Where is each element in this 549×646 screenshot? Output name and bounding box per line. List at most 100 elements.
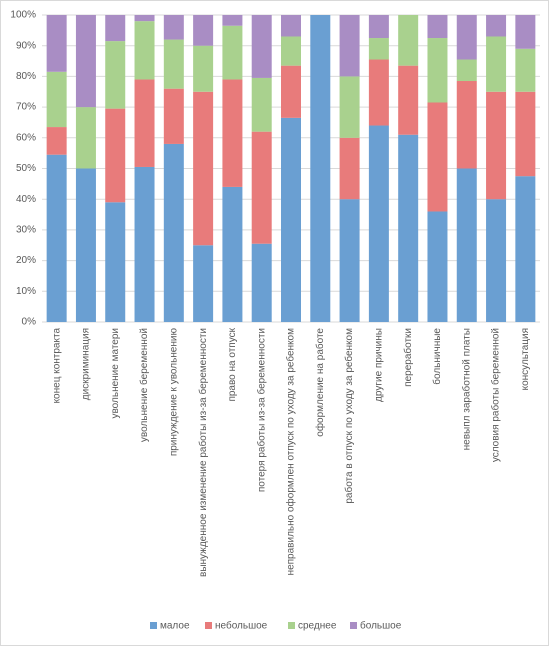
x-tick-label: увольнение матери: [110, 328, 121, 419]
bar-segment: [251, 243, 272, 322]
x-tick-label: вынужденное изменение работы из-за берем…: [197, 328, 209, 577]
bar-segment: [456, 59, 477, 82]
bar-segment: [281, 36, 301, 66]
bar-segment: [427, 38, 448, 103]
legend-swatch: [350, 622, 357, 629]
bar-segment: [339, 137, 360, 200]
y-tick-label: 50%: [16, 163, 36, 174]
y-tick-label: 10%: [16, 286, 36, 297]
bar-segment: [163, 143, 184, 322]
x-tick-label: работа в отпуск по уходу за ребенком: [343, 328, 355, 504]
bar-segment: [368, 59, 389, 126]
x-tick-label: другие причины: [374, 328, 385, 402]
bar-segment: [456, 81, 477, 169]
bar-segment: [486, 91, 507, 200]
y-tick-label: 60%: [16, 132, 36, 143]
bar-segment: [163, 15, 184, 40]
bar-segment: [339, 76, 360, 138]
bar-segment: [134, 166, 155, 322]
bar-segment: [398, 15, 419, 66]
x-tick-label: консультация: [520, 328, 531, 390]
bar-segment: [398, 134, 419, 322]
bar-segment: [193, 15, 214, 46]
bar-segment: [427, 102, 448, 212]
bar-segment: [427, 15, 448, 39]
x-tick-label: больничные: [431, 328, 443, 385]
bar-segment: [46, 15, 67, 72]
x-tick-label: невыпл заработной платы: [460, 328, 472, 450]
bar-segment: [134, 79, 155, 167]
x-tick-label: право на отпуск: [227, 327, 238, 401]
legend-label: среднее: [298, 621, 337, 632]
bar-segment: [486, 199, 507, 322]
legend-label: большое: [360, 620, 402, 632]
x-tick-label: принуждение к увольнению: [168, 328, 179, 457]
bar-segment: [281, 117, 301, 322]
bar-segment: [193, 45, 214, 92]
bar-segment: [251, 15, 272, 78]
bar-segment: [456, 168, 477, 322]
y-tick-label: 100%: [10, 10, 36, 21]
bar-segment: [193, 245, 214, 322]
bar-segment: [368, 125, 389, 323]
bar-segment: [339, 199, 360, 322]
y-tick-label: 40%: [16, 194, 36, 205]
bar-segment: [75, 15, 96, 108]
y-tick-label: 70%: [16, 102, 36, 113]
x-tick-label: условия работы беременной: [490, 328, 502, 462]
bar-segment: [515, 91, 536, 177]
bar-segment: [105, 41, 126, 109]
bar-segment: [75, 107, 96, 169]
bar-segment: [486, 36, 507, 92]
bar-segment: [134, 15, 155, 22]
bar-segment: [46, 71, 67, 128]
legend-swatch: [205, 622, 212, 629]
legend-swatch: [150, 622, 157, 629]
bar-segment: [251, 77, 272, 132]
bar-segment: [163, 88, 184, 144]
x-tick-label: конец контракта: [51, 328, 62, 404]
bar-segment: [368, 15, 389, 39]
bar-segment: [105, 108, 126, 203]
x-tick-label: оформление на работе: [314, 328, 326, 437]
bar-segment: [75, 168, 96, 322]
bar-segment: [310, 15, 331, 322]
y-tick-label: 0%: [22, 317, 37, 328]
bar-segment: [456, 15, 477, 60]
bar-segment: [368, 38, 389, 60]
x-tick-label: переработки: [402, 328, 414, 387]
bar-segment: [163, 39, 184, 89]
bar-segment: [222, 15, 243, 26]
bar-segment: [427, 211, 448, 322]
bar-segment: [251, 131, 272, 244]
bar-segment: [339, 15, 360, 77]
bar-segment: [281, 65, 301, 118]
y-tick-label: 90%: [16, 40, 36, 51]
x-tick-label: потеря работы из-за беременности: [255, 328, 267, 492]
bar-segment: [281, 15, 301, 37]
y-tick-label: 80%: [16, 71, 36, 82]
bar-segment: [222, 79, 243, 187]
x-tick-label: увольнение беременной: [138, 328, 150, 442]
x-tick-label: дискриминация: [81, 328, 92, 400]
bar-segment: [515, 176, 536, 322]
bar-segment: [222, 25, 243, 80]
y-tick-label: 30%: [16, 225, 36, 236]
bar-segment: [486, 15, 507, 37]
bar-segment: [105, 202, 126, 322]
bar-segment: [515, 48, 536, 92]
bar-segment: [134, 21, 155, 80]
legend-swatch: [288, 622, 295, 629]
legend-label: малое: [160, 621, 190, 632]
bar-segment: [193, 91, 214, 246]
bar-segment: [515, 15, 536, 49]
bar-segment: [46, 127, 67, 155]
y-tick-label: 20%: [16, 255, 36, 266]
x-tick-label: неправильно оформлен отпуск по уходу за …: [285, 328, 297, 576]
bar-segment: [46, 154, 67, 322]
bar-segment: [105, 15, 126, 42]
bar-segment: [222, 186, 243, 322]
bar-segment: [398, 65, 419, 135]
legend-label: небольшое: [215, 620, 268, 632]
